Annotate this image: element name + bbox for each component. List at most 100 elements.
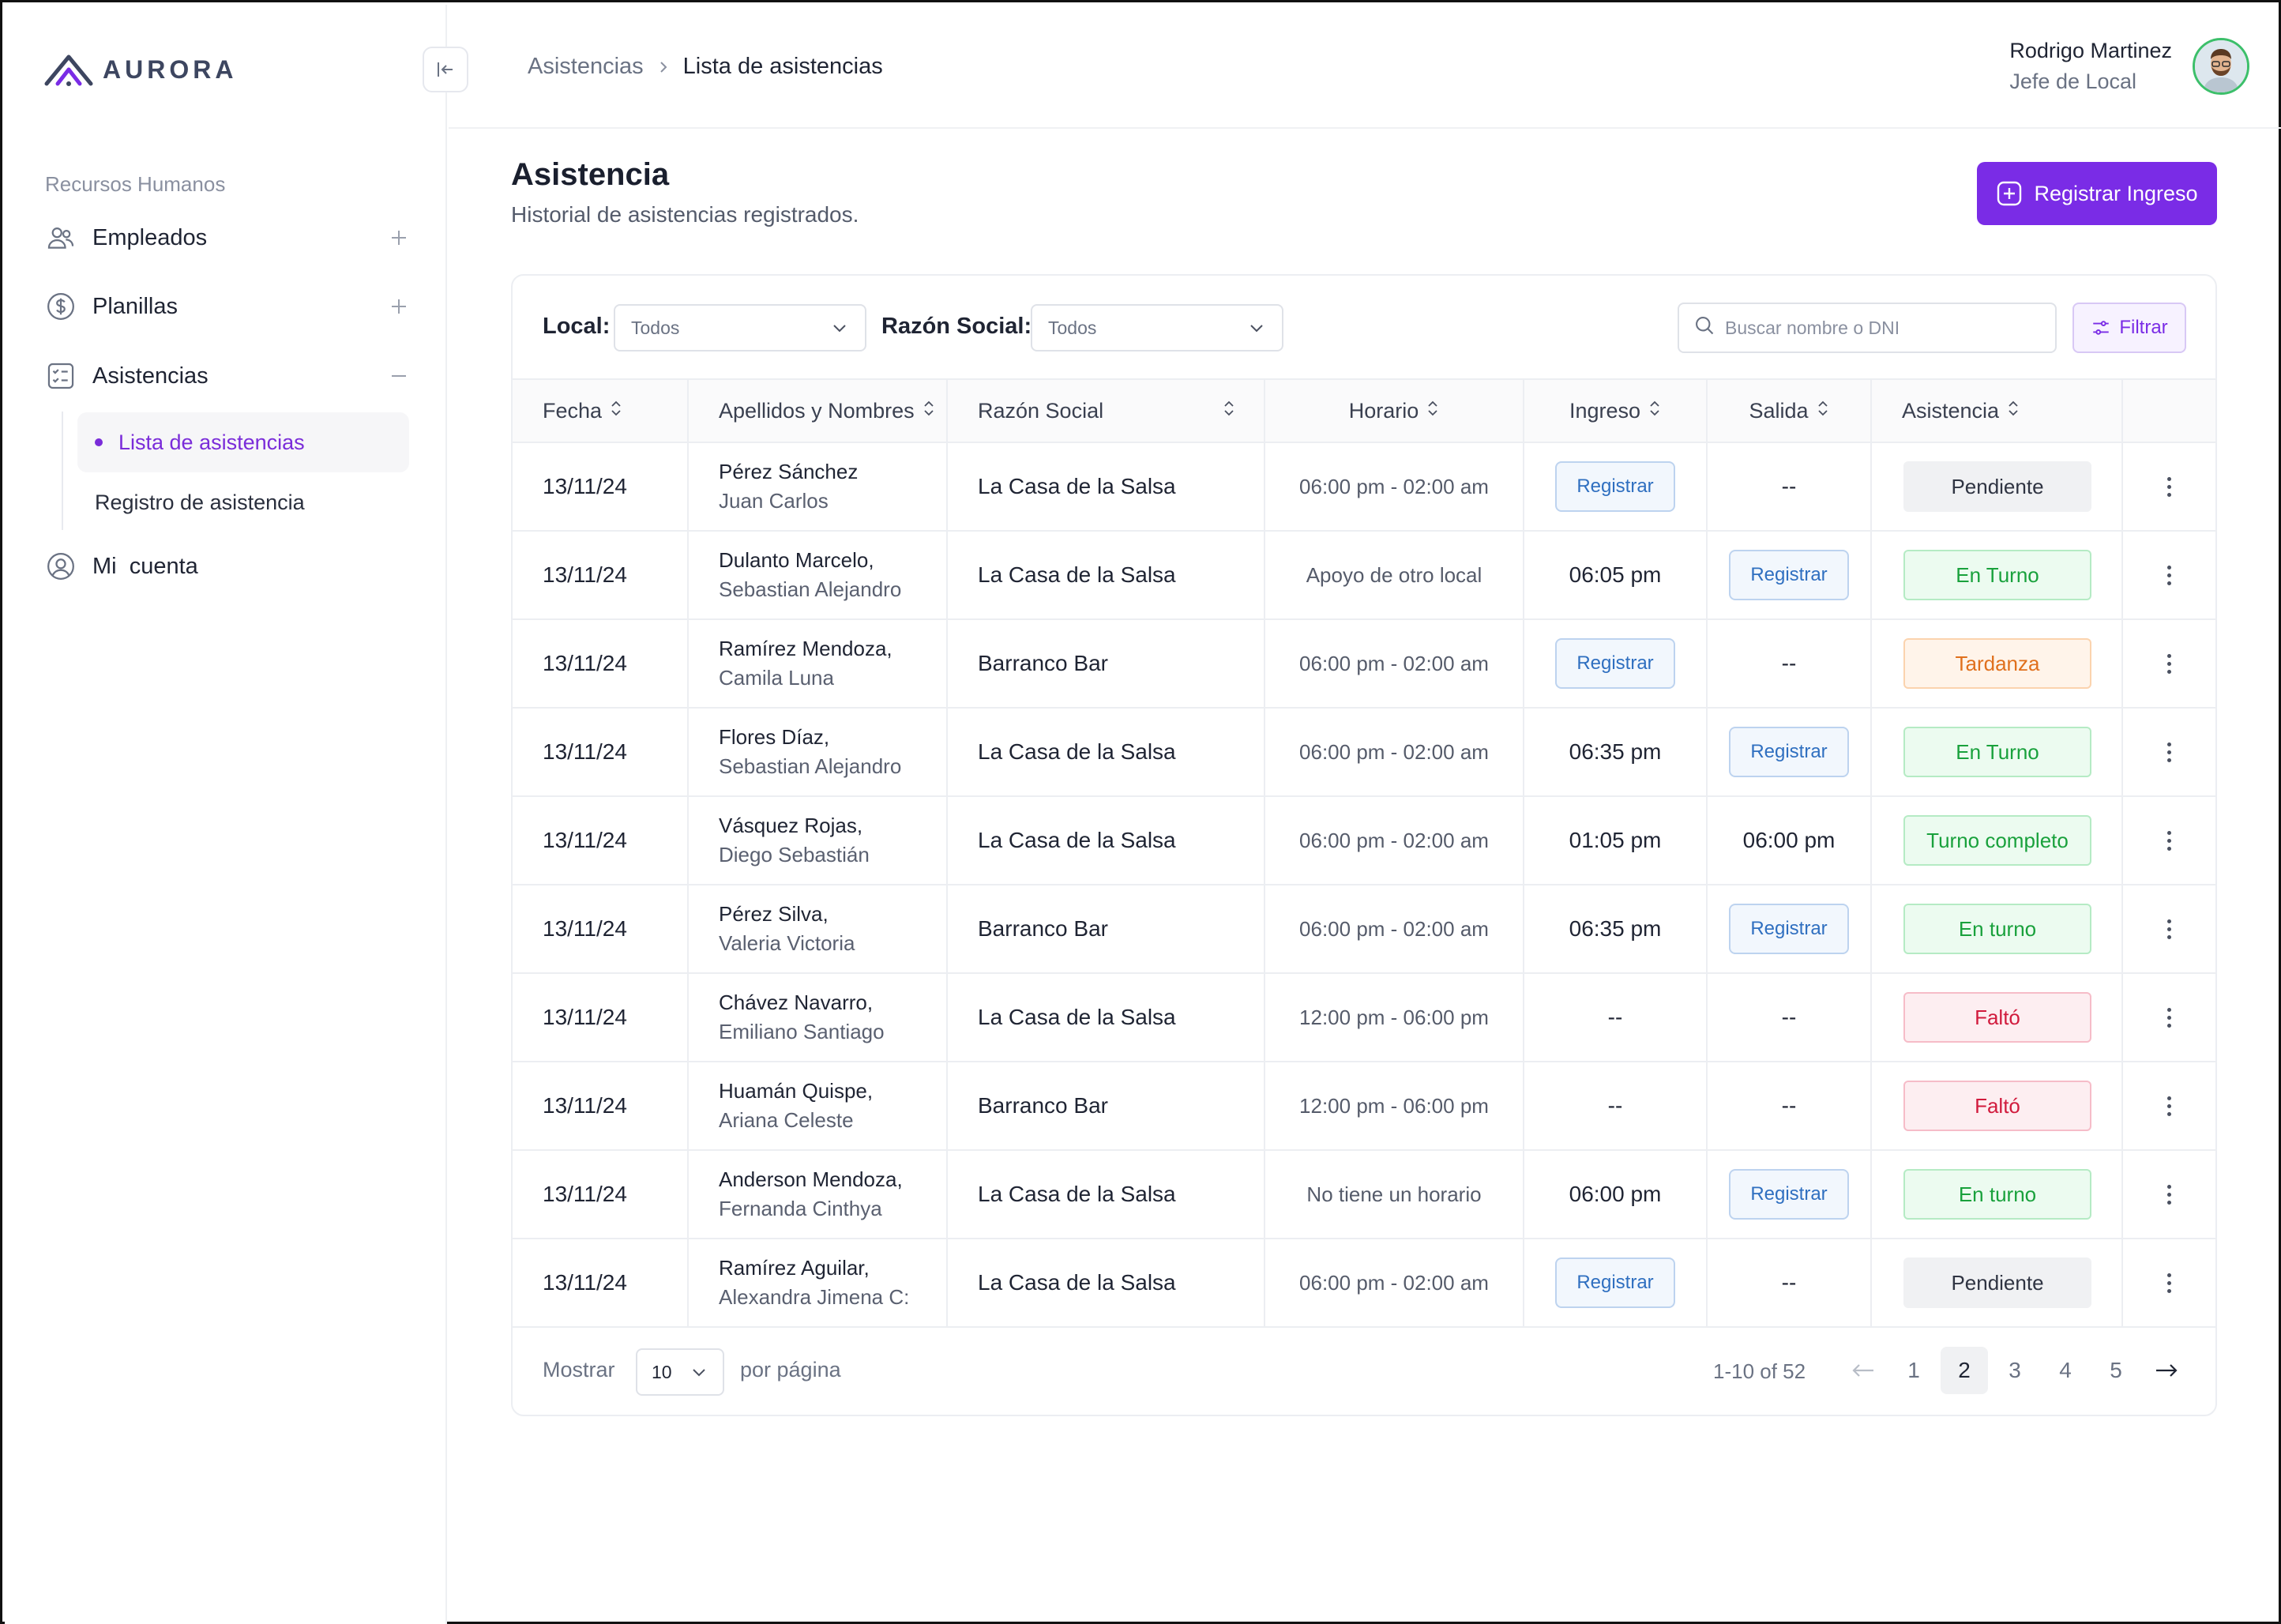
registrar-ingreso-row-button[interactable]: Registrar — [1555, 461, 1675, 512]
page-subtitle: Historial de asistencias registrados. — [511, 202, 859, 227]
plus-icon[interactable] — [389, 228, 408, 247]
per-page-select[interactable]: 10 — [636, 1348, 724, 1396]
local-select-value: Todos — [631, 317, 680, 338]
table-row: 13/11/24 Ramírez Mendoza, Camila Luna Barra… — [513, 619, 2215, 709]
registrar-salida-row-button[interactable]: Registrar — [1729, 550, 1849, 600]
employee-firstname: Diego Sebastián — [719, 843, 870, 867]
logo[interactable]: AURORA — [44, 52, 237, 87]
column-header-horario[interactable]: Horario — [1265, 378, 1524, 443]
breadcrumb-item-asistencias[interactable]: Asistencias — [528, 54, 644, 79]
sidebar-subitem-registro-asistencia[interactable]: Registro de asistencia — [77, 472, 409, 532]
cell-razon-social: Barranco Bar — [947, 619, 1265, 709]
prev-page-button[interactable] — [1839, 1347, 1887, 1394]
ingreso-time: 06:05 pm — [1569, 562, 1662, 587]
search-box[interactable] — [1678, 303, 2057, 353]
cell-asistencia: Pendiente — [1871, 442, 2123, 532]
search-input[interactable] — [1725, 317, 2041, 339]
column-header-apellidos-nombres[interactable]: Apellidos y Nombres — [688, 378, 948, 443]
user-name: Rodrigo Martinez — [2009, 39, 2172, 62]
registrar-ingreso-button[interactable]: Registrar Ingreso — [1977, 162, 2217, 225]
more-vertical-icon[interactable] — [2123, 1007, 2215, 1028]
status-badge: Faltó — [1903, 992, 2091, 1043]
registrar-salida-row-button[interactable]: Registrar — [1729, 904, 1849, 954]
employee-lastname: Dulanto Marcelo, — [719, 548, 874, 572]
more-vertical-icon[interactable] — [2123, 565, 2215, 585]
column-header-salida[interactable]: Salida — [1707, 378, 1872, 443]
avatar[interactable] — [2193, 38, 2249, 95]
page-button-5[interactable]: 5 — [2110, 1358, 2122, 1382]
status-badge: En turno — [1903, 1169, 2091, 1220]
arrow-right-icon — [2156, 1364, 2178, 1377]
sort-icon[interactable] — [1426, 399, 1439, 423]
sort-icon[interactable] — [923, 399, 935, 423]
column-header-ingreso[interactable]: Ingreso — [1524, 378, 1708, 443]
plus-icon[interactable] — [389, 297, 408, 316]
more-vertical-icon[interactable] — [2123, 919, 2215, 939]
razon-social-select[interactable]: Todos — [1031, 304, 1283, 351]
next-page-button[interactable] — [2143, 1347, 2190, 1394]
top-header: Asistencias Lista de asistencias Rodrigo… — [449, 5, 2281, 129]
status-badge: Pendiente — [1903, 461, 2091, 512]
collapse-sidebar-button[interactable] — [423, 47, 468, 92]
page-button-4[interactable]: 4 — [2059, 1358, 2072, 1382]
cell-salida: -- — [1707, 973, 1872, 1062]
salida-time: -- — [1781, 651, 1797, 675]
table-body: 13/11/24 Pérez Sánchez Juan Carlos La Casa … — [513, 442, 2215, 1328]
sidebar-item-planillas[interactable]: Planillas — [45, 283, 408, 330]
more-vertical-icon[interactable] — [2123, 742, 2215, 762]
table-row: 13/11/24 Pérez Silva, Valeria Victoria Barr… — [513, 885, 2215, 974]
more-vertical-icon[interactable] — [2123, 1273, 2215, 1293]
column-header-fecha[interactable]: Fecha — [513, 378, 689, 443]
user-role: Jefe de Local — [2009, 70, 2137, 93]
column-header-razon-social[interactable]: Razón Social — [947, 378, 1265, 443]
sidebar-item-mi-cuenta[interactable]: Mi cuenta — [45, 543, 408, 590]
ingreso-time: 06:00 pm — [1569, 1182, 1662, 1206]
more-vertical-icon[interactable] — [2123, 830, 2215, 851]
more-vertical-icon[interactable] — [2123, 476, 2215, 497]
employee-lastname: Flores Díaz, — [719, 725, 830, 749]
cell-nombre: Chávez Navarro, Emiliano Santiago — [688, 973, 948, 1062]
cell-fecha: 13/11/24 — [513, 796, 689, 885]
column-header-actions — [2122, 378, 2215, 443]
per-page-value: 10 — [652, 1361, 672, 1382]
column-header-asistencia[interactable]: Asistencia — [1871, 378, 2123, 443]
page-button-3[interactable]: 3 — [2009, 1358, 2021, 1382]
page-button-1[interactable]: 1 — [1907, 1358, 1920, 1382]
sidebar-subitem-lista-asistencias[interactable]: Lista de asistencias — [77, 412, 409, 472]
cell-actions — [2122, 442, 2215, 532]
sort-icon[interactable] — [1648, 399, 1661, 423]
sort-icon[interactable] — [610, 399, 622, 423]
status-badge: Turno completo — [1903, 815, 2091, 866]
more-vertical-icon[interactable] — [2123, 1096, 2215, 1116]
status-badge: Pendiente — [1903, 1257, 2091, 1308]
more-vertical-icon[interactable] — [2123, 653, 2215, 674]
sidebar-section-label: Recursos Humanos — [45, 172, 226, 196]
registrar-salida-row-button[interactable]: Registrar — [1729, 727, 1849, 777]
sort-icon[interactable] — [2007, 399, 2020, 423]
sidebar-item-asistencias[interactable]: Asistencias — [45, 352, 408, 400]
cell-fecha: 13/11/24 — [513, 973, 689, 1062]
cell-actions — [2122, 1150, 2215, 1239]
sort-icon[interactable] — [1223, 399, 1235, 423]
sort-icon[interactable] — [1817, 399, 1829, 423]
user-menu[interactable]: Rodrigo Martinez Jefe de Local — [2009, 38, 2249, 95]
logo-text: AURORA — [103, 55, 238, 84]
cell-horario: 06:00 pm - 02:00 am — [1265, 885, 1524, 974]
registrar-ingreso-row-button[interactable]: Registrar — [1555, 1257, 1675, 1308]
minus-icon[interactable] — [389, 367, 408, 385]
cell-asistencia: En Turno — [1871, 708, 2123, 797]
page-button-2[interactable]: 2 — [1941, 1347, 1988, 1394]
cell-asistencia: En turno — [1871, 1150, 2123, 1239]
registrar-salida-row-button[interactable]: Registrar — [1729, 1169, 1849, 1220]
local-select[interactable]: Todos — [614, 304, 866, 351]
cell-fecha: 13/11/24 — [513, 708, 689, 797]
sidebar-item-empleados[interactable]: Empleados — [45, 214, 408, 261]
cell-actions — [2122, 885, 2215, 974]
sidebar-item-label: Planillas — [92, 293, 178, 319]
registrar-ingreso-row-button[interactable]: Registrar — [1555, 638, 1675, 689]
employee-lastname: Chávez Navarro, — [719, 991, 874, 1014]
filter-button[interactable]: Filtrar — [2072, 303, 2186, 353]
more-vertical-icon[interactable] — [2123, 1184, 2215, 1205]
status-badge: En turno — [1903, 904, 2091, 954]
cell-razon-social: La Casa de la Salsa — [947, 531, 1265, 620]
